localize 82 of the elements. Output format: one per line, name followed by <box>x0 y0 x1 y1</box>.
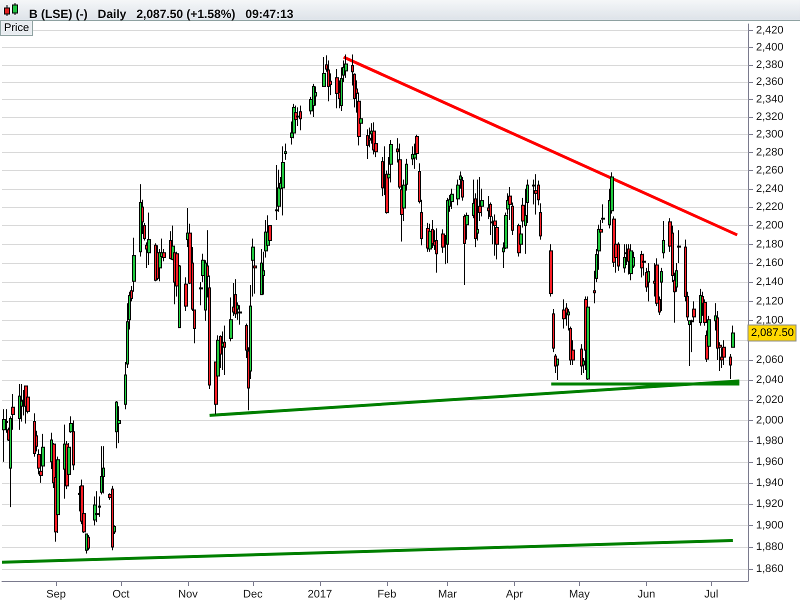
y-tick-label: 1,940 <box>756 476 784 489</box>
x-tick-label: Jun <box>637 588 656 600</box>
candlestick <box>463 214 466 286</box>
candlestick <box>366 128 369 160</box>
candlestick <box>729 354 732 380</box>
x-tick-label: Apr <box>506 588 524 600</box>
candlestick <box>335 68 339 109</box>
candlestick <box>623 244 626 274</box>
y-axis-title: Price <box>0 20 34 36</box>
candlestick <box>111 485 114 551</box>
candlestick <box>312 83 315 118</box>
candlestick <box>731 325 735 348</box>
y-tick-label: 2,360 <box>756 76 784 88</box>
candlestick <box>18 384 21 430</box>
candlestick <box>450 188 454 210</box>
y-tick-label: 2,100 <box>756 314 784 327</box>
candlestick <box>586 296 590 381</box>
candlestick <box>275 164 278 221</box>
candlestick <box>281 146 285 216</box>
y-tick-label: 2,000 <box>756 414 784 426</box>
candlestick <box>33 412 36 458</box>
y-tick-label: 1,980 <box>756 435 784 448</box>
x-tick-label: Feb <box>377 588 396 600</box>
candlestick <box>95 490 99 523</box>
candlestick <box>147 212 151 266</box>
y-tick-label: 1,860 <box>756 562 784 575</box>
y-tick-label: 2,380 <box>756 58 784 71</box>
candlestick <box>100 446 103 495</box>
candlestick <box>617 242 620 272</box>
y-tick-label: 2,320 <box>756 111 784 124</box>
y-tick-label: 2,220 <box>756 201 784 214</box>
candlestick <box>677 230 681 264</box>
candlestick <box>299 105 302 131</box>
y-tick-label: 2,420 <box>756 24 784 37</box>
y-tick-label: 2,140 <box>756 276 784 288</box>
y-tick-label: 2,020 <box>756 394 784 406</box>
candlestick <box>629 244 633 281</box>
x-tick-label: Jul <box>704 588 718 600</box>
candlestick <box>647 262 650 302</box>
y-tick-label: 2,120 <box>756 295 784 308</box>
annotation: 2,087.50 <box>751 326 794 339</box>
y-tick-label: 2,040 <box>756 374 784 386</box>
x-tick-label: Nov <box>178 588 198 600</box>
candlestick <box>428 223 432 252</box>
y-tick-label: 1,880 <box>756 541 784 554</box>
candlestick <box>223 325 226 376</box>
y-tick-label: 2,280 <box>756 146 784 159</box>
y-tick-label: 2,240 <box>756 182 784 195</box>
chart-title: B (LSE) (-) Daily 2,087.50 (+1.58%) 09:47:13 <box>29 7 294 21</box>
x-tick-label: Sep <box>46 588 66 600</box>
y-tick-label: 1,920 <box>756 498 784 510</box>
y-tick-label: 1,900 <box>756 519 784 532</box>
candlestick <box>115 400 118 449</box>
y-tick-label: 2,340 <box>756 93 784 106</box>
candlestick <box>102 446 105 494</box>
candlestick <box>139 184 142 258</box>
x-tick-label: Mar <box>438 588 458 600</box>
candlestick <box>87 534 90 551</box>
x-tick-label: May <box>568 588 590 600</box>
candlestick <box>344 54 348 78</box>
candlestick <box>493 214 497 256</box>
candlestick <box>296 106 300 126</box>
y-tick-label: 1,960 <box>756 456 784 468</box>
x-tick-label: Oct <box>112 588 130 600</box>
candlestick <box>562 298 566 330</box>
candlestick <box>63 424 66 500</box>
candlestick <box>662 220 665 259</box>
candlestick <box>565 302 568 326</box>
y-tick-label: 2,160 <box>756 257 784 270</box>
candlestick <box>549 244 553 298</box>
y-tick-label: 2,200 <box>756 220 784 232</box>
candlestick <box>2 408 6 462</box>
x-tick-label: 2017 <box>308 588 332 600</box>
x-tick-label: Dec <box>243 588 264 600</box>
candlestick <box>534 174 538 215</box>
y-tick-label: 2,400 <box>756 42 784 54</box>
y-tick-label: 2,180 <box>756 238 784 250</box>
y-tick-label: 2,060 <box>756 354 784 366</box>
candlestick <box>260 248 263 296</box>
y-tick-label: 2,300 <box>756 128 784 141</box>
candlestick <box>552 308 555 353</box>
y-tick-label: 2,260 <box>756 164 784 177</box>
